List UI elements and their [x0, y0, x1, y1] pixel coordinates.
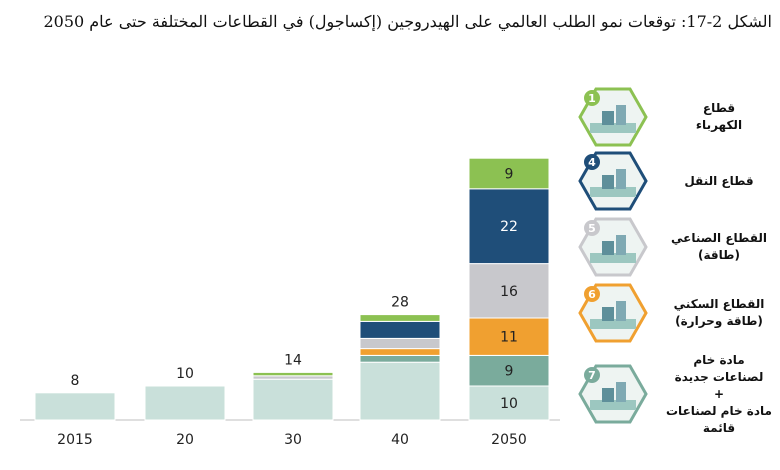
bar-segment [34, 392, 116, 421]
legend-number: 1 [588, 92, 596, 105]
legend-label-line: قطاع النقل [684, 173, 754, 188]
bar-total-label: 28 [391, 295, 409, 311]
legend-label-line: (طاقة وحرارة) [675, 314, 763, 328]
legend-number: 7 [588, 369, 596, 382]
legend-label-line: الكهرباء [695, 118, 743, 132]
bar-segment [359, 320, 441, 339]
legend-number: 5 [588, 222, 596, 235]
legend-label-line: قائمة [702, 420, 736, 435]
factory-icon: 5 [578, 217, 648, 277]
segment-value-label: 9 [505, 167, 514, 183]
bar-segment [359, 354, 441, 363]
legend-label-line: قطاع [702, 101, 736, 115]
x-tick-label: 30 [284, 432, 302, 448]
segment-value-label: 11 [500, 330, 518, 346]
bar-segment [359, 314, 441, 322]
legend-item: 4 قطاع النقل [574, 150, 774, 212]
bar-segment [468, 188, 550, 265]
bar-total-label: 14 [284, 352, 302, 368]
legend-label: مادة خام لصناعات جديدة + مادة خام لصناعات قا… [664, 352, 774, 437]
segment-value-label: 10 [500, 396, 518, 412]
bar-segment [468, 317, 550, 356]
chemical-plant-icon: 7 [578, 364, 648, 424]
bar-total-label: 10 [176, 366, 194, 382]
wind-turbine-solar-icon: 1 [578, 87, 648, 147]
segment-value-label: 22 [500, 219, 518, 235]
bar-segment [252, 378, 334, 421]
bar-segment [359, 337, 441, 350]
buildings-icon: 6 [578, 283, 648, 343]
x-tick-label: 40 [391, 432, 409, 448]
bar-segment [359, 361, 441, 421]
bar-segment [252, 371, 334, 377]
legend-label-line: القطاع الصناعي [670, 231, 767, 245]
x-tick-label: 2015 [57, 432, 93, 448]
legend-label-line: (طاقة) [698, 248, 740, 262]
legend-label: القطاع السكني (طاقة وحرارة) [664, 296, 774, 330]
bar-segment [252, 375, 334, 380]
legend-label: القطاع الصناعي (طاقة) [664, 230, 774, 264]
legend-item: 1 قطاع الكهرباء [574, 86, 774, 148]
legend-label-line: مادة خام لصناعات [666, 403, 772, 418]
bar-segment [468, 157, 550, 190]
legend-label-line: لصناعات جديدة [674, 369, 764, 384]
legend-item: 5 القطاع الصناعي (طاقة) [574, 216, 774, 278]
legend-number: 4 [588, 156, 596, 169]
legend-label-line: + [713, 386, 725, 401]
legend-label: قطاع النقل [664, 173, 774, 190]
x-tick-label: 20 [176, 432, 194, 448]
segment-value-label: 16 [500, 284, 518, 300]
bar-total-label: 8 [71, 373, 80, 389]
legend-label-line: القطاع السكني [673, 297, 765, 311]
bar-segment [468, 263, 550, 319]
bar-segment [359, 348, 441, 356]
bar-segment [468, 385, 550, 421]
legend-label: قطاع الكهرباء [664, 100, 774, 134]
stacked-bar-chart: 8 2015 10 20 14 30 28 40 10 9 11 16 22 9 2050 [20, 157, 560, 448]
x-tick-label: 2050 [491, 432, 527, 448]
vehicles-icon: 4 [578, 151, 648, 211]
legend-number: 6 [588, 288, 596, 301]
chart-title: الشكل 2-17: توقعات نمو الطلب العالمي على… [43, 12, 772, 31]
segment-value-label: 9 [505, 364, 514, 380]
legend-label-line: مادة خام [693, 352, 745, 367]
bar-segment [144, 385, 226, 421]
legend-item: 6 القطاع السكني (طاقة وحرارة) [574, 282, 774, 344]
legend-item: 7 مادة خام لصناعات جديدة + مادة خام لصناعات ق… [574, 344, 774, 444]
